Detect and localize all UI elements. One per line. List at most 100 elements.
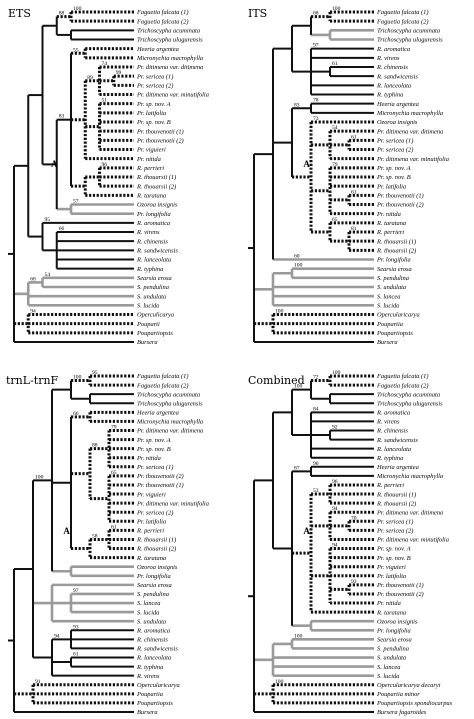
support-value: 65 <box>332 217 338 223</box>
taxon-label: Searsia erosa <box>377 637 412 644</box>
support-value: 94 <box>332 543 338 549</box>
taxon-label: R. typhina <box>376 455 403 462</box>
taxon-label: Trichoscypha acuminata <box>377 391 440 398</box>
taxon-label: R. thouarsii (1) <box>136 537 176 544</box>
taxon-label: S. pendulina <box>137 284 169 291</box>
support-value: 97 <box>73 588 79 594</box>
taxon-label: Pr. sp. nov. A <box>136 437 171 444</box>
taxon-label: Pr. longifolia <box>136 573 171 580</box>
taxon-label: Faguetia falcata (1) <box>376 373 428 380</box>
taxon-label: R. typhina <box>136 266 163 273</box>
taxon-label: Micronychia macrophylla <box>136 419 203 426</box>
node-label-a: A <box>303 159 310 169</box>
taxon-label: R. aromatica <box>376 410 410 417</box>
taxon-label: Faguetia falcata (2) <box>136 382 188 389</box>
taxon-label: Heeria argentea <box>376 101 419 108</box>
taxon-label: Pr. longifolia <box>376 257 411 264</box>
taxon-label: Pr. thouvenotii (1) <box>136 128 184 135</box>
node-label-a: A <box>63 526 70 536</box>
taxon-label: Pr. sericea (2) <box>136 509 173 516</box>
taxon-label: Faguetia falcata (1) <box>136 9 188 16</box>
support-value: 99 <box>116 70 122 76</box>
taxon-label: Pr. ditimena var. minutifolia <box>376 156 449 163</box>
taxon-label: Pr. sp. nov. A <box>376 546 411 553</box>
support-value: 60 <box>294 254 300 260</box>
taxon-label: R. virens <box>376 55 400 62</box>
taxon-label: R. taratana <box>136 193 166 200</box>
taxon-label: S. lucida <box>137 303 159 310</box>
support-value: 83 <box>294 102 300 108</box>
panel-title: Combined <box>248 374 305 387</box>
support-value: 66 <box>73 411 79 417</box>
taxon-label: Opercularicarya <box>137 682 180 689</box>
taxon-label: Trichoscypha acuminata <box>377 28 440 35</box>
taxon-label: Pr. nitida <box>136 156 161 163</box>
taxon-label: Pr. thouvenotii (2) <box>376 591 424 598</box>
support-value: 74 <box>102 61 108 67</box>
support-value: 68 <box>313 11 319 17</box>
taxon-label: Pr. sericea (2) <box>136 83 173 90</box>
support-value: 96 <box>102 162 108 168</box>
taxon-label: R. chinensis <box>136 637 168 644</box>
taxon-label: S. lancea <box>377 664 400 671</box>
taxon-label: Heeria argentea <box>136 410 179 417</box>
taxon-label: Heeria argentea <box>376 464 419 471</box>
support-value: 97 <box>313 43 319 49</box>
taxon-label: Opercularicarya <box>377 312 420 319</box>
taxon-label: Pr. sericea (1) <box>136 464 173 471</box>
taxon-label: R. aromatica <box>376 46 410 53</box>
taxon-label: R. thouarsii (1) <box>376 491 416 498</box>
support-value: 84 <box>313 406 319 412</box>
taxon-label: Poupartiopsis spondiocarpus <box>376 700 453 707</box>
taxon-label: R. lanceolata <box>376 446 411 453</box>
support-value: 100 <box>275 679 284 685</box>
taxon-label: S. pendulina <box>137 591 169 598</box>
taxon-label: Ozoroa insignis <box>137 564 178 571</box>
taxon-label: R. virens <box>376 419 400 426</box>
taxon-label: Trichoscypha ulugurensis <box>377 400 443 407</box>
taxon-label: S. lucida <box>377 303 399 310</box>
taxon-label: Poupartia <box>136 691 163 698</box>
taxon-label: Pr. sericea (1) <box>376 138 413 145</box>
support-value: 79 <box>111 424 117 430</box>
support-value: 58 <box>92 533 98 539</box>
support-value: 81 <box>351 226 357 232</box>
taxon-label: Pr. ditimena var. ditimena <box>376 509 443 516</box>
taxon-label: Pr. nitida <box>376 600 401 607</box>
taxon-label: Pr. ditimena var. minutifolia <box>136 500 209 507</box>
taxon-label: R. sandwicensis <box>136 248 178 255</box>
taxon-label: R. virens <box>136 229 160 236</box>
taxon-label: Operculicarya <box>137 312 174 319</box>
taxon-label: S. pendulina <box>377 275 409 282</box>
taxon-label: R. perrieri <box>136 165 164 172</box>
taxon-label: R. lanceolata <box>136 257 171 264</box>
taxon-label: Pr. longifolia <box>376 627 411 634</box>
taxon-label: R. thouarsii (2) <box>376 248 416 255</box>
taxon-label: Pr. viguieri <box>136 491 166 498</box>
taxon-label: Pr. thouvenotii (1) <box>136 482 184 489</box>
taxon-label: Pr. sp. nov. B <box>136 446 171 453</box>
taxon-label: Pr. nitida <box>376 211 401 218</box>
support-value: 89 <box>87 75 93 81</box>
taxon-label: R. typhina <box>376 92 403 99</box>
support-value: 53 <box>313 488 319 494</box>
taxon-label: S. lucida <box>137 609 159 616</box>
taxon-label: Pr. nitida <box>136 455 161 462</box>
support-value: 95 <box>92 370 98 376</box>
taxon-label: Searsia erosa <box>137 275 172 282</box>
taxon-label: Pr. ditimena var. ditimena <box>136 64 203 71</box>
taxon-label: S. lucida <box>377 673 399 680</box>
taxon-label: Pr. thouvenotii (2) <box>136 473 184 480</box>
support-value: 95 <box>45 217 51 223</box>
taxon-label: Micronychia macrophylla <box>376 473 443 480</box>
taxon-label: Searsia erosa <box>377 266 412 273</box>
taxon-label: Faguetia falcata (2) <box>136 18 188 25</box>
taxon-label: Pr. sericea (1) <box>376 518 413 525</box>
taxon-label: S. undulata <box>137 293 166 300</box>
taxon-label: Poupartia <box>376 321 403 328</box>
taxon-label: Pr. viguieri <box>376 564 406 571</box>
support-value: 100 <box>332 370 341 376</box>
taxon-label: Pr. viguieri <box>136 147 166 154</box>
taxon-label: R. thouarsii (2) <box>136 546 176 553</box>
